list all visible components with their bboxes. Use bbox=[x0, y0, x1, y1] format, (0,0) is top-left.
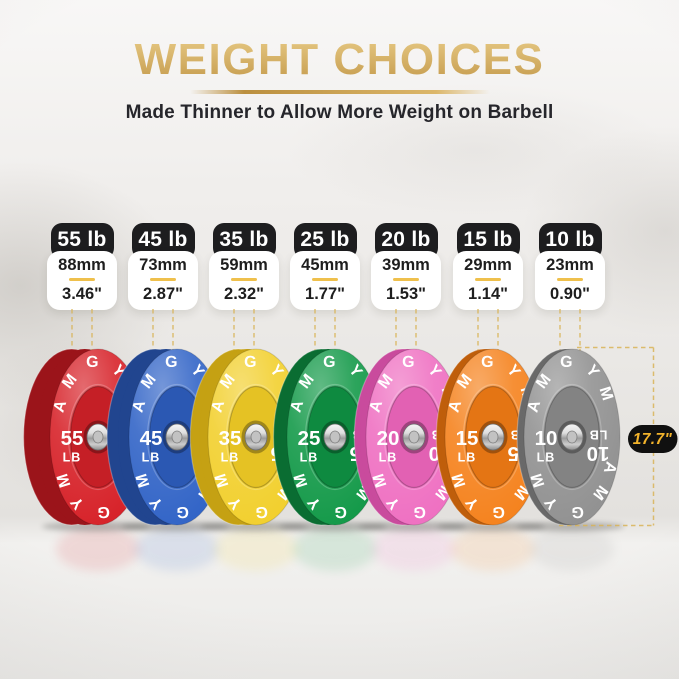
plate-shadow bbox=[200, 521, 308, 532]
thickness-mm: 29mm bbox=[464, 256, 512, 274]
plate-shadow bbox=[358, 521, 466, 532]
thickness-divider bbox=[231, 278, 257, 281]
badge-15lb: 15 lb 29mm 1.14" bbox=[453, 223, 523, 310]
plate-reflection bbox=[214, 527, 298, 571]
badge-45lb: 45 lb 73mm 2.87" bbox=[128, 223, 198, 310]
plate-shadow bbox=[437, 521, 545, 532]
badge-thickness-card: 59mm 2.32" bbox=[209, 251, 279, 310]
svg-text:10: 10 bbox=[587, 442, 610, 465]
thickness-inch: 0.90" bbox=[550, 285, 590, 303]
plate-reflection bbox=[451, 527, 535, 571]
hub-hole bbox=[171, 430, 183, 444]
hub-hole bbox=[566, 430, 578, 444]
plate-weight-unit: LB bbox=[300, 451, 319, 465]
hub-hole bbox=[329, 430, 341, 444]
diameter-callout: 17.7" bbox=[628, 425, 678, 453]
thickness-mm: 73mm bbox=[139, 256, 187, 274]
thickness-mm: 45mm bbox=[301, 256, 349, 274]
thickness-divider bbox=[69, 278, 95, 281]
plate-weight-number: 15 bbox=[456, 427, 479, 450]
plate-weight-number: 45 bbox=[140, 427, 163, 450]
page-subtitle: Made Thinner to Allow More Weight on Bar… bbox=[125, 102, 554, 123]
plate-weight-unit: LB bbox=[142, 451, 161, 465]
badge-thickness-card: 73mm 2.87" bbox=[128, 251, 198, 310]
plate-weight-mirrored: 10 LB bbox=[587, 428, 610, 466]
svg-text:LB: LB bbox=[589, 428, 608, 442]
thickness-inch: 1.14" bbox=[468, 285, 508, 303]
badge-thickness-card: 29mm 1.14" bbox=[453, 251, 523, 310]
thickness-inch: 2.32" bbox=[224, 285, 264, 303]
plate-20lb: AMGYM AMGYM 20 LB 20 LB bbox=[353, 348, 463, 526]
thickness-mm: 23mm bbox=[546, 256, 594, 274]
plate-reflection bbox=[293, 527, 377, 571]
plate-weight-unit: LB bbox=[458, 451, 477, 465]
thickness-mm: 39mm bbox=[382, 256, 430, 274]
badge-20lb: 20 lb 39mm 1.53" bbox=[371, 223, 441, 310]
plate-weight-unit: LB bbox=[221, 451, 240, 465]
badge-thickness-card: 88mm 3.46" bbox=[47, 251, 117, 310]
diameter-label: 17.7" bbox=[633, 431, 673, 448]
thickness-mm: 59mm bbox=[220, 256, 268, 274]
badge-55lb: 55 lb 88mm 3.46" bbox=[47, 223, 117, 310]
hub-hole bbox=[408, 430, 420, 444]
plate-weight-number: 55 bbox=[61, 427, 84, 450]
plate-weight-number: 25 bbox=[298, 427, 321, 450]
title-underline bbox=[189, 90, 490, 94]
plate-reflection bbox=[56, 527, 140, 571]
plate-reflection bbox=[530, 527, 614, 571]
plate-shadow bbox=[279, 521, 387, 532]
thickness-divider bbox=[312, 278, 338, 281]
plate-weight-number: 35 bbox=[219, 427, 242, 450]
plate-10lb: AMGYM AMGYM 10 LB 10 LB bbox=[516, 348, 621, 526]
thickness-divider bbox=[475, 278, 501, 281]
badge-10lb: 10 lb 23mm 0.90" bbox=[535, 223, 605, 310]
thickness-divider bbox=[150, 278, 176, 281]
plate-weight-number: 20 bbox=[377, 427, 400, 450]
thickness-inch: 1.53" bbox=[386, 285, 426, 303]
plate-reflection bbox=[372, 527, 456, 571]
hub-hole bbox=[487, 430, 499, 444]
badge-thickness-card: 39mm 1.53" bbox=[371, 251, 441, 310]
thickness-inch: 2.87" bbox=[143, 285, 183, 303]
plate-weight-number: 10 bbox=[535, 427, 558, 450]
thickness-inch: 1.77" bbox=[305, 285, 345, 303]
plate-shadow bbox=[516, 521, 624, 532]
badge-thickness-card: 45mm 1.77" bbox=[290, 251, 360, 310]
thickness-divider bbox=[393, 278, 419, 281]
plate-weight-unit: LB bbox=[63, 451, 82, 465]
plate-reflection bbox=[135, 527, 219, 571]
plate-weight-unit: LB bbox=[537, 451, 556, 465]
hub-hole bbox=[250, 430, 262, 444]
hub-hole bbox=[92, 430, 104, 444]
page-title: WEIGHT CHOICES bbox=[0, 38, 679, 82]
plate-25lb: AMGYM AMGYM 25 LB 25 LB bbox=[272, 348, 384, 526]
badge-35lb: 35 lb 59mm 2.32" bbox=[209, 223, 279, 310]
badge-25lb: 25 lb 45mm 1.77" bbox=[290, 223, 360, 310]
header: WEIGHT CHOICES Made Thinner to Allow Mor… bbox=[0, 38, 679, 124]
thickness-divider bbox=[557, 278, 583, 281]
thickness-inch: 3.46" bbox=[62, 285, 102, 303]
badge-thickness-card: 23mm 0.90" bbox=[535, 251, 605, 310]
thickness-mm: 88mm bbox=[58, 256, 106, 274]
plate-weight-unit: LB bbox=[379, 451, 398, 465]
